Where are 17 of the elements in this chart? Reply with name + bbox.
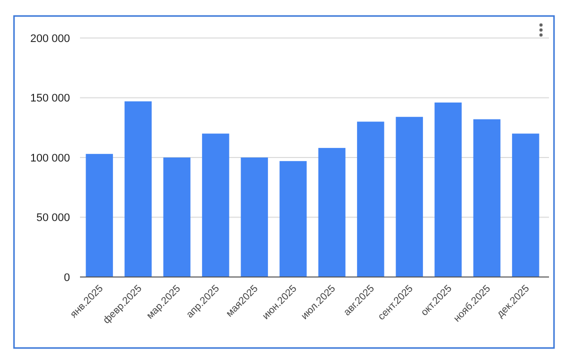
y-tick-label: 50 000	[36, 212, 70, 224]
bar	[318, 148, 346, 277]
bar	[202, 134, 230, 277]
y-tick-label: 0	[64, 272, 70, 284]
y-tick-label: 150 000	[30, 92, 70, 105]
bar	[124, 101, 152, 277]
y-tick-label: 200 000	[30, 32, 70, 45]
bar	[396, 116, 423, 277]
bar	[240, 158, 268, 277]
bar	[434, 102, 462, 277]
bar	[163, 158, 190, 277]
bar	[473, 119, 500, 277]
y-tick-label: 100 000	[30, 152, 70, 164]
bar	[280, 161, 307, 277]
bar	[86, 154, 113, 277]
bar	[512, 134, 540, 277]
bar	[357, 122, 384, 277]
